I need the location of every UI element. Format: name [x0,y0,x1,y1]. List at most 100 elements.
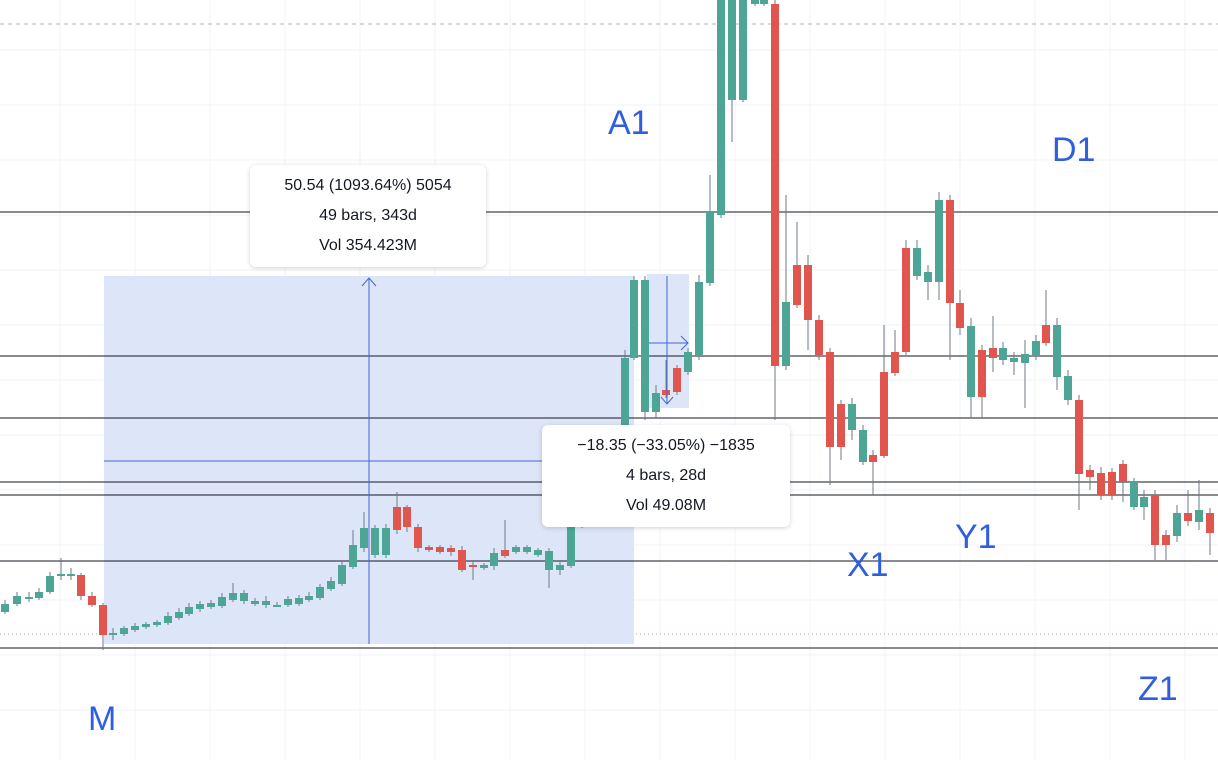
candle-body [175,612,183,618]
candle-body [1173,513,1181,536]
candle-body [956,303,964,328]
candle-body [1151,495,1159,545]
candle-body [782,302,790,366]
candle-body [1086,470,1094,477]
candle-body [1097,473,1105,495]
measure-up-bars: 49 bars, 343d [319,207,417,224]
candle-body [1,604,9,612]
candle-body [1075,400,1083,474]
candle-body [131,626,139,630]
candle-body [1206,513,1214,533]
candle-body [652,393,660,412]
candle-body [164,616,172,623]
candle-body [1053,325,1061,377]
measure-up-arrow-head [361,277,377,287]
candle-body [684,352,692,372]
candle-body [1119,464,1127,482]
candle-body [859,430,867,462]
candle-body [240,593,248,601]
candle-body [662,390,670,395]
candle-body [848,404,856,430]
measure-up-volume: Vol 354.423M [319,237,417,254]
candle-body [869,455,877,462]
candle-body [523,547,531,552]
candle-body [1032,341,1040,356]
candle-body [142,624,150,627]
candle-body [371,528,379,555]
candle-body [673,368,681,392]
candle-body [793,265,801,305]
candle-body [1195,510,1203,522]
candle-body [207,603,215,607]
candle-body [717,0,725,215]
candle-body [695,282,703,355]
candle-body [501,550,509,556]
candle-body [458,550,466,570]
measure-down-bars: 4 bars, 28d [625,467,707,484]
candle-body [1162,535,1170,545]
candle-body [153,622,161,625]
candle-body [295,598,303,604]
candle-body [728,0,736,100]
candle-body [1042,325,1050,343]
candle-body [935,200,943,282]
candle-body [382,528,390,555]
candle-body [967,326,975,397]
candle-body [826,352,834,447]
candle-body [837,404,845,447]
measure-up-tooltip: 50.54 (1093.64%) 5054 49 bars, 343d Vol … [250,165,486,267]
candle-body [902,248,910,352]
candle-body [706,212,714,283]
candle-body [229,593,237,600]
candle-body [1010,358,1018,362]
candle-body [739,0,747,100]
candle-body [273,605,281,607]
candle-body [760,0,768,4]
candle-body [556,565,564,570]
candle-body [545,551,553,570]
measure-down-volume: Vol 49.08M [625,497,707,514]
wave-label-m: M [88,700,117,738]
wave-label-x1: X1 [847,546,889,584]
candle-body [46,576,54,592]
candle-body [88,596,96,605]
candle-body [251,601,259,604]
measure-down-horizontal-head [680,335,689,351]
candle-body [35,592,43,598]
candle-body [1130,481,1138,507]
candle-body [999,348,1007,360]
candle-body [360,528,368,548]
candle-body [534,550,542,555]
candle-body [77,575,85,596]
measure-down-tooltip: −18.35 (−33.05%) −1835 4 bars, 28d Vol 4… [542,425,790,527]
candle-body [630,280,638,358]
candle-body [880,372,888,456]
candle-body [946,200,954,303]
candle-body [913,248,921,276]
candle-body [490,553,498,566]
candle-body [327,581,335,589]
candle-body [1108,472,1116,495]
candle-body [316,587,324,598]
candle-body [1064,376,1072,400]
candle-body [120,628,128,634]
candle-body [25,597,33,599]
candle-body [284,599,292,605]
candle-body [99,605,107,635]
candle-body [414,527,422,548]
wave-label-d1: D1 [1052,131,1096,169]
measure-down-arrow-head [660,396,674,405]
candle-body [447,548,455,552]
candle-body [218,597,226,606]
candle-body [751,0,759,4]
wave-label-z1: Z1 [1138,670,1178,708]
candle-body [815,320,823,355]
candle-body [425,547,433,550]
wave-label-y1: Y1 [955,518,997,556]
candle-body [349,545,357,567]
candle-body [641,280,649,412]
candle-body [1140,497,1148,507]
candle-body [262,601,270,605]
candle-body [924,272,932,282]
